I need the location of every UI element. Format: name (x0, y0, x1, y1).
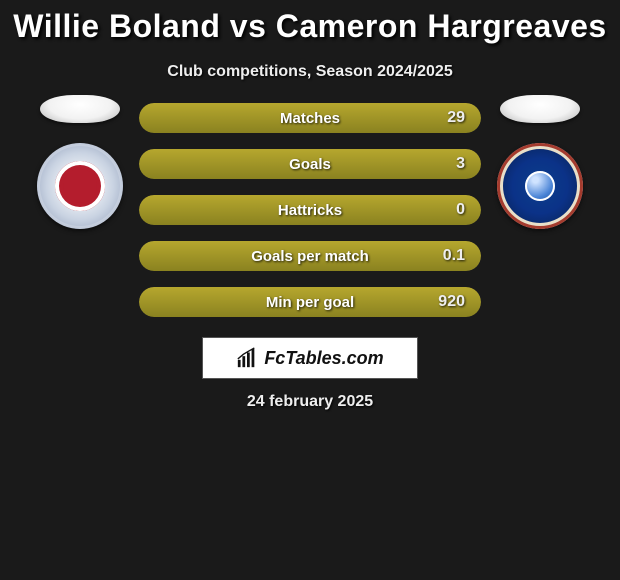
stat-right-value: 29 (447, 109, 465, 127)
left-column (35, 95, 125, 229)
right-column (495, 95, 585, 229)
stat-row-matches: Matches 29 (139, 103, 481, 133)
left-team-badge (37, 143, 123, 229)
stat-row-goals: Goals 3 (139, 149, 481, 179)
stat-label: Goals per match (251, 248, 369, 265)
left-flag (40, 95, 120, 123)
stat-label: Matches (280, 110, 340, 127)
stat-right-value: 0.1 (443, 247, 465, 265)
stat-right-value: 0 (456, 201, 465, 219)
subtitle: Club competitions, Season 2024/2025 (167, 63, 452, 81)
right-team-badge (497, 143, 583, 229)
brand-box: FcTables.com (202, 337, 418, 379)
stat-row-gpm: Goals per match 0.1 (139, 241, 481, 271)
stats-list: Matches 29 Goals 3 Hattricks 0 Goals per… (139, 95, 481, 317)
brand-text: FcTables.com (264, 348, 383, 369)
stat-right-value: 920 (438, 293, 465, 311)
right-flag (500, 95, 580, 123)
stat-label: Min per goal (266, 294, 354, 311)
stat-right-value: 3 (456, 155, 465, 173)
page-title: Willie Boland vs Cameron Hargreaves (13, 8, 606, 45)
stat-row-mpg: Min per goal 920 (139, 287, 481, 317)
stat-label: Goals (289, 156, 331, 173)
date-text: 24 february 2025 (247, 393, 373, 411)
bar-chart-icon (236, 347, 258, 369)
stat-row-hattricks: Hattricks 0 (139, 195, 481, 225)
content-row: Matches 29 Goals 3 Hattricks 0 Goals per… (0, 95, 620, 317)
stat-label: Hattricks (278, 202, 342, 219)
